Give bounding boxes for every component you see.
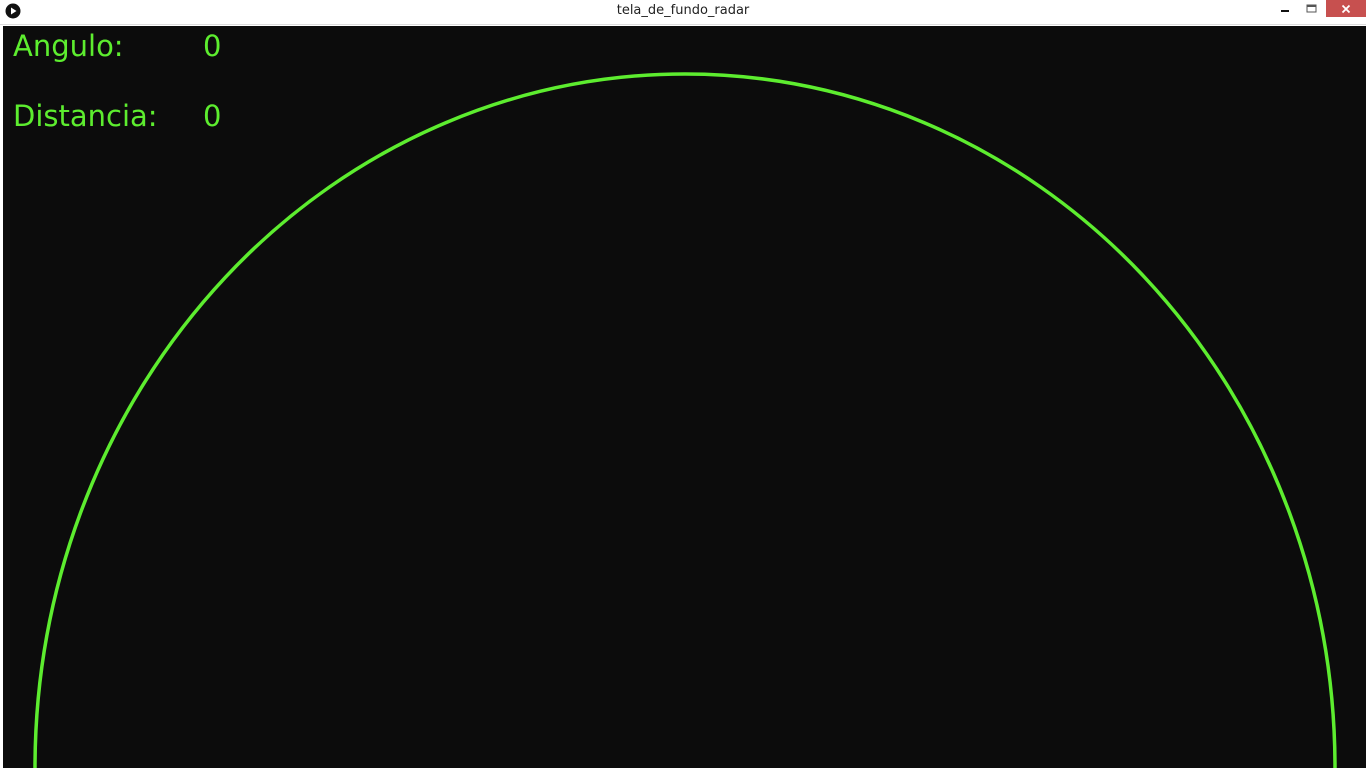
maximize-icon <box>1306 4 1317 12</box>
maximize-button[interactable] <box>1298 0 1326 17</box>
processing-app-icon[interactable] <box>5 3 21 19</box>
minimize-icon <box>1281 9 1289 12</box>
angle-value: 0 <box>203 29 222 63</box>
title-bar[interactable]: tela_de_fundo_radar <box>0 0 1366 25</box>
close-button[interactable] <box>1326 0 1366 17</box>
angle-label: Angulo: <box>13 29 124 63</box>
close-icon <box>1341 4 1351 13</box>
distance-value: 0 <box>203 99 222 133</box>
radar-display <box>33 72 1337 768</box>
distance-label: Distancia: <box>13 99 158 133</box>
radar-canvas: Angulo: 0 Distancia: 0 <box>3 26 1366 768</box>
radar-outer-arc <box>33 72 1337 768</box>
minimize-button[interactable] <box>1272 0 1298 17</box>
window-title: tela_de_fundo_radar <box>616 3 750 18</box>
